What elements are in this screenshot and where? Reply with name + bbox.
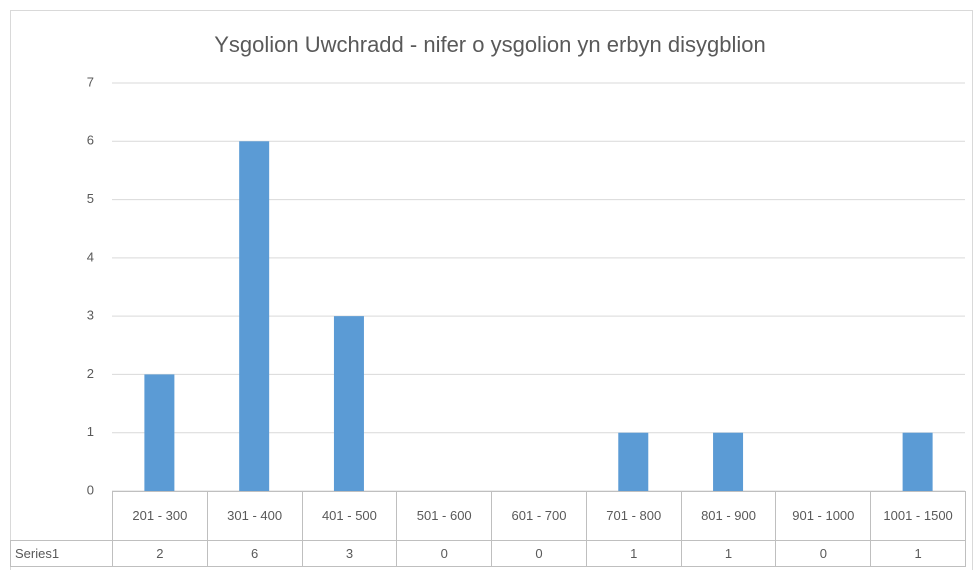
y-tick-label: 6 <box>87 133 94 148</box>
table-category: 1001 - 1500 <box>870 491 966 541</box>
table-value: 1 <box>870 540 966 567</box>
y-tick-label: 2 <box>87 366 94 381</box>
table-category: 501 - 600 <box>396 491 493 541</box>
table-category: 801 - 900 <box>680 491 777 541</box>
table-category: 601 - 700 <box>491 491 587 541</box>
bar <box>618 432 649 491</box>
table-category: 301 - 400 <box>206 491 303 541</box>
table-value: 3 <box>301 540 398 567</box>
table-value: 6 <box>206 540 303 567</box>
table-category: 901 - 1000 <box>775 491 872 541</box>
y-tick-label: 1 <box>87 424 94 439</box>
bar <box>713 432 744 491</box>
bar <box>144 374 175 491</box>
bar <box>333 316 364 491</box>
y-tick-label: 5 <box>87 191 94 206</box>
table-value: 2 <box>112 540 208 567</box>
bar <box>239 141 270 492</box>
table-series-name: Series1 <box>10 540 113 567</box>
table-value: 0 <box>396 540 493 567</box>
table-category: 401 - 500 <box>301 491 398 541</box>
bar <box>902 432 933 491</box>
chart-title: Ysgolion Uwchradd - nifer o ysgolion yn … <box>214 32 766 57</box>
table-category: 201 - 300 <box>112 491 208 541</box>
y-tick-label: 0 <box>87 482 94 497</box>
table-value: 1 <box>585 540 682 567</box>
table-category: 701 - 800 <box>585 491 682 541</box>
y-tick-label: 3 <box>87 308 94 323</box>
table-value: 0 <box>775 540 872 567</box>
y-tick-label: 4 <box>87 249 94 264</box>
y-tick-label: 7 <box>87 74 94 89</box>
table-value: 0 <box>491 540 587 567</box>
table-value: 1 <box>680 540 777 567</box>
